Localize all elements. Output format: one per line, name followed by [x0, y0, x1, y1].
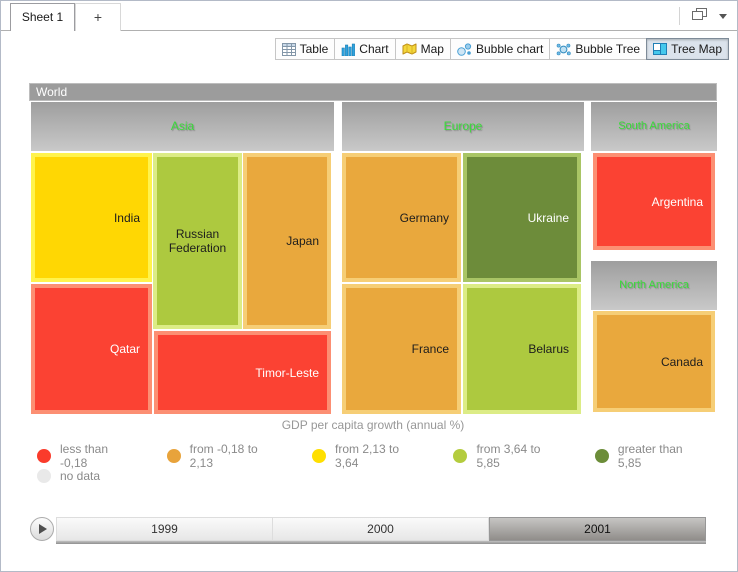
treemap-cell-ukraine[interactable]: Ukraine — [463, 153, 581, 282]
tab-bar: Sheet 1 + — [1, 1, 737, 31]
group-header-europe[interactable]: Europe — [342, 102, 584, 151]
map-view-button[interactable]: Map — [394, 38, 451, 60]
legend-item: less than -0,18 — [37, 442, 137, 470]
cell-label: Japan — [286, 234, 319, 248]
legend-item-label: from 3,64 to 5,85 — [476, 442, 541, 470]
treemap-cell-argentina[interactable]: Argentina — [593, 153, 715, 250]
treemap-cell-japan[interactable]: Japan — [243, 153, 331, 329]
bubble-tree-icon — [556, 43, 572, 56]
timeline-track[interactable] — [56, 541, 706, 544]
cell-label: Timor-Leste — [255, 365, 319, 380]
legend-item-label: no data — [60, 469, 101, 483]
cell-label: Qatar — [109, 342, 140, 356]
plus-icon: + — [93, 9, 103, 25]
legend-item-label: from 2,13 to 3,64 — [335, 442, 400, 470]
cell-label: Belarus — [528, 342, 569, 356]
legend-color-swatch — [166, 449, 181, 463]
table-view-label: Table — [299, 42, 329, 56]
treemap-group-south-america: South America Argentina — [591, 102, 717, 251]
cell-label: India — [113, 210, 140, 225]
tree-map-view-button[interactable]: Tree Map — [646, 38, 729, 60]
legend-color-swatch — [594, 449, 609, 463]
chart-view-button[interactable]: Chart — [334, 38, 396, 60]
cell-label: Argentina — [651, 194, 703, 209]
new-tab-button[interactable]: + — [75, 3, 121, 31]
timeline-segment-2001[interactable]: 2001 — [489, 517, 706, 541]
play-icon — [39, 524, 47, 534]
legend-item: from 2,13 to 3,64 — [312, 442, 423, 470]
legend-color-swatch — [37, 469, 51, 483]
map-view-label: Map — [420, 42, 444, 56]
legend-color-swatch — [37, 449, 51, 463]
cell-label: Germany — [399, 210, 449, 225]
legend-no-data-row: no data — [37, 469, 130, 483]
dropdown-arrow-icon[interactable] — [719, 13, 727, 19]
treemap-cell-qatar[interactable]: Qatar — [31, 284, 152, 414]
treemap-cell-france[interactable]: France — [342, 284, 461, 414]
group-header-south-america[interactable]: South America — [591, 102, 717, 151]
legend-item-label: greater than 5,85 — [617, 442, 683, 470]
treemap-cell-belarus[interactable]: Belarus — [463, 284, 581, 414]
group-header-north-america[interactable]: North America — [591, 261, 717, 310]
treemap: World Asia India Russian Federation Japa… — [29, 83, 717, 414]
treemap-root-header[interactable]: World — [29, 83, 717, 101]
cell-label: Ukraine — [527, 210, 569, 225]
treemap-cell-russian-federation[interactable]: Russian Federation — [153, 153, 242, 329]
toolbar-divider — [679, 7, 680, 25]
treemap-group-europe: Europe Germany Ukraine France Belarus — [342, 102, 584, 414]
legend-item-label: less than -0,18 — [60, 442, 109, 470]
cell-label: Russian Federation — [168, 227, 227, 255]
cascade-windows-icon[interactable] — [692, 8, 707, 24]
bubble-tree-view-label: Bubble Tree — [575, 42, 641, 56]
chart-view-label: Chart — [359, 42, 389, 56]
treemap-cell-timor-leste[interactable]: Timor-Leste — [154, 331, 331, 414]
treemap-caption: GDP per capita growth (annual %) — [281, 418, 465, 432]
map-icon — [402, 43, 417, 55]
treemap-group-asia: Asia India Russian Federation Japan Qata… — [31, 102, 334, 414]
timeline-segment-2000[interactable]: 2000 — [273, 517, 489, 541]
legend-color-swatch — [312, 449, 327, 463]
legend: less than -0,18 from -0,18 to 2,13 from … — [37, 442, 737, 470]
treemap-group-north-america: North America Canada — [591, 261, 717, 414]
treemap-root-label: World — [36, 85, 68, 99]
legend-item-label: from -0,18 to 2,13 — [189, 442, 258, 470]
table-icon — [281, 42, 296, 56]
legend-item: no data — [37, 469, 100, 483]
timeline-segment-1999[interactable]: 1999 — [56, 517, 273, 541]
treemap-cell-canada[interactable]: Canada — [593, 311, 715, 412]
timeline: 1999 2000 2001 — [56, 517, 706, 541]
tree-map-view-label: Tree Map — [671, 42, 722, 56]
cell-label: France — [411, 342, 449, 356]
tab-sheet1-label: Sheet 1 — [21, 10, 64, 24]
bubble-chart-view-button[interactable]: Bubble chart — [449, 38, 551, 60]
legend-item: greater than 5,85 — [594, 442, 707, 470]
view-switcher: Table Chart Map — [274, 38, 729, 60]
tree-map-icon — [653, 43, 668, 55]
table-view-button[interactable]: Table — [274, 38, 336, 60]
tab-sheet1[interactable]: Sheet 1 — [10, 3, 75, 31]
legend-color-swatch — [453, 449, 468, 463]
bubble-chart-icon — [457, 42, 472, 56]
play-button[interactable] — [30, 517, 54, 541]
legend-item: from 3,64 to 5,85 — [453, 442, 564, 470]
bubble-chart-view-label: Bubble chart — [475, 42, 544, 56]
cell-label: Canada — [660, 354, 703, 369]
chart-icon — [341, 43, 356, 56]
treemap-cell-germany[interactable]: Germany — [342, 153, 461, 282]
treemap-cell-india[interactable]: India — [31, 153, 152, 282]
legend-item: from -0,18 to 2,13 — [166, 442, 282, 470]
bubble-tree-view-button[interactable]: Bubble Tree — [549, 38, 648, 60]
group-header-asia[interactable]: Asia — [31, 102, 334, 151]
